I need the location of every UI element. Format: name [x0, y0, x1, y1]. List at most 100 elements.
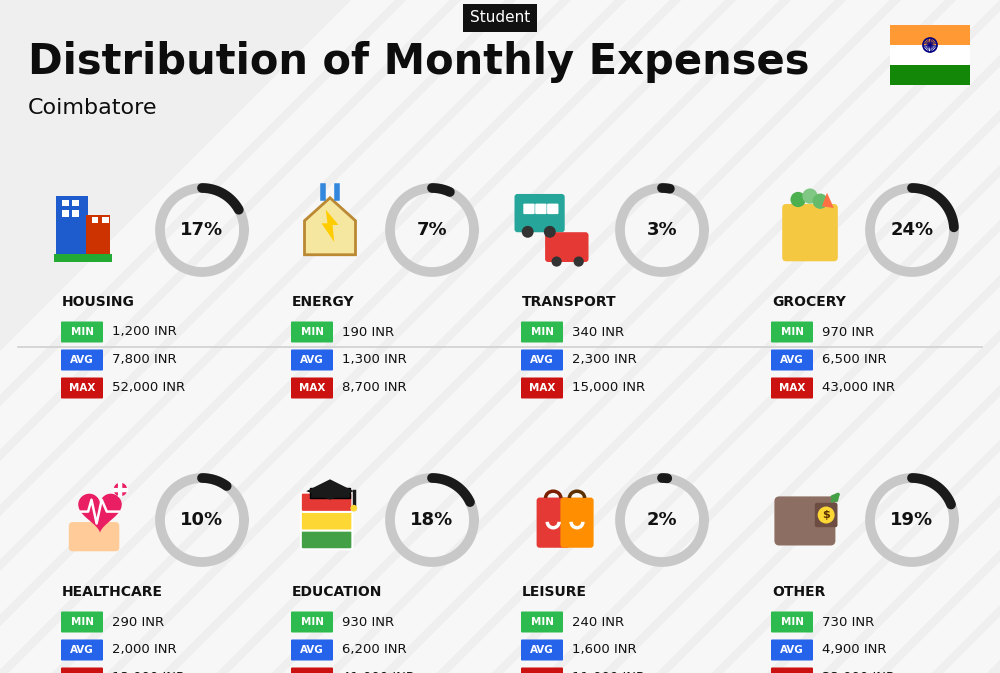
Text: AVG: AVG — [70, 645, 94, 655]
Text: 1,200 INR: 1,200 INR — [112, 326, 177, 339]
Text: Distribution of Monthly Expenses: Distribution of Monthly Expenses — [28, 41, 810, 83]
Text: 17%: 17% — [180, 221, 224, 239]
FancyBboxPatch shape — [771, 378, 813, 398]
Text: 2,300 INR: 2,300 INR — [572, 353, 637, 367]
FancyBboxPatch shape — [521, 378, 563, 398]
FancyBboxPatch shape — [301, 493, 352, 512]
Text: 190 INR: 190 INR — [342, 326, 394, 339]
Text: LEISURE: LEISURE — [522, 585, 587, 599]
Text: MAX: MAX — [779, 383, 805, 393]
FancyBboxPatch shape — [291, 668, 333, 673]
FancyBboxPatch shape — [61, 612, 103, 633]
FancyBboxPatch shape — [771, 349, 813, 371]
Circle shape — [522, 226, 534, 238]
Circle shape — [802, 188, 818, 204]
Text: 10%: 10% — [180, 511, 224, 529]
Text: MIN: MIN — [70, 327, 94, 337]
FancyBboxPatch shape — [890, 25, 970, 45]
Text: 33,000 INR: 33,000 INR — [822, 672, 895, 673]
FancyBboxPatch shape — [521, 349, 563, 371]
Text: 41,000 INR: 41,000 INR — [342, 672, 415, 673]
FancyBboxPatch shape — [54, 254, 112, 262]
Polygon shape — [322, 210, 338, 242]
Text: EDUCATION: EDUCATION — [292, 585, 382, 599]
Text: 4,900 INR: 4,900 INR — [822, 643, 887, 656]
FancyBboxPatch shape — [774, 497, 835, 546]
Text: 6,200 INR: 6,200 INR — [342, 643, 407, 656]
FancyBboxPatch shape — [62, 199, 69, 207]
FancyBboxPatch shape — [62, 210, 69, 217]
FancyBboxPatch shape — [782, 204, 838, 261]
FancyBboxPatch shape — [61, 378, 103, 398]
FancyBboxPatch shape — [102, 217, 108, 223]
Circle shape — [813, 194, 828, 209]
FancyBboxPatch shape — [560, 497, 594, 548]
Text: Coimbatore: Coimbatore — [28, 98, 158, 118]
Text: 930 INR: 930 INR — [342, 616, 394, 629]
Text: 19%: 19% — [890, 511, 934, 529]
Circle shape — [790, 192, 806, 207]
Text: ENERGY: ENERGY — [292, 295, 355, 309]
FancyBboxPatch shape — [69, 522, 119, 551]
FancyBboxPatch shape — [545, 232, 588, 262]
Text: MIN: MIN — [530, 617, 554, 627]
Text: 8,700 INR: 8,700 INR — [342, 382, 407, 394]
FancyBboxPatch shape — [72, 199, 79, 207]
Text: MIN: MIN — [780, 617, 804, 627]
Text: MIN: MIN — [780, 327, 804, 337]
Text: 3%: 3% — [647, 221, 677, 239]
Text: 11,000 INR: 11,000 INR — [572, 672, 645, 673]
Text: 2%: 2% — [647, 511, 677, 529]
FancyBboxPatch shape — [310, 488, 350, 498]
FancyBboxPatch shape — [535, 204, 547, 214]
Text: MIN: MIN — [300, 327, 324, 337]
Text: 970 INR: 970 INR — [822, 326, 874, 339]
FancyBboxPatch shape — [291, 612, 333, 633]
Text: 24%: 24% — [890, 221, 934, 239]
FancyBboxPatch shape — [521, 322, 563, 343]
FancyBboxPatch shape — [291, 322, 333, 343]
FancyBboxPatch shape — [537, 497, 570, 548]
Text: AVG: AVG — [300, 355, 324, 365]
Text: GROCERY: GROCERY — [772, 295, 846, 309]
Text: AVG: AVG — [530, 355, 554, 365]
Circle shape — [552, 256, 562, 267]
Text: 52,000 INR: 52,000 INR — [112, 382, 185, 394]
FancyBboxPatch shape — [890, 45, 970, 65]
FancyBboxPatch shape — [61, 349, 103, 371]
Text: MIN: MIN — [300, 617, 324, 627]
Text: TRANSPORT: TRANSPORT — [522, 295, 617, 309]
Text: 13,000 INR: 13,000 INR — [112, 672, 185, 673]
Text: AVG: AVG — [780, 645, 804, 655]
FancyBboxPatch shape — [61, 668, 103, 673]
Text: Student: Student — [470, 11, 530, 26]
FancyBboxPatch shape — [291, 639, 333, 660]
FancyBboxPatch shape — [291, 349, 333, 371]
Text: 1,600 INR: 1,600 INR — [572, 643, 637, 656]
FancyBboxPatch shape — [301, 511, 352, 530]
Text: 730 INR: 730 INR — [822, 616, 874, 629]
FancyBboxPatch shape — [523, 204, 535, 214]
Text: MAX: MAX — [69, 383, 95, 393]
Text: MIN: MIN — [530, 327, 554, 337]
FancyBboxPatch shape — [547, 204, 558, 214]
FancyBboxPatch shape — [86, 215, 110, 257]
FancyBboxPatch shape — [771, 322, 813, 343]
Text: HEALTHCARE: HEALTHCARE — [62, 585, 163, 599]
Circle shape — [350, 505, 357, 511]
Text: 1,300 INR: 1,300 INR — [342, 353, 407, 367]
FancyBboxPatch shape — [61, 639, 103, 660]
Text: 290 INR: 290 INR — [112, 616, 164, 629]
FancyBboxPatch shape — [291, 378, 333, 398]
FancyBboxPatch shape — [56, 196, 88, 257]
Text: 18%: 18% — [410, 511, 454, 529]
FancyBboxPatch shape — [61, 322, 103, 343]
Circle shape — [818, 507, 835, 524]
Text: 6,500 INR: 6,500 INR — [822, 353, 887, 367]
Text: 2,000 INR: 2,000 INR — [112, 643, 177, 656]
Text: OTHER: OTHER — [772, 585, 825, 599]
Text: AVG: AVG — [530, 645, 554, 655]
Circle shape — [114, 483, 127, 496]
FancyBboxPatch shape — [771, 668, 813, 673]
Polygon shape — [822, 192, 834, 208]
